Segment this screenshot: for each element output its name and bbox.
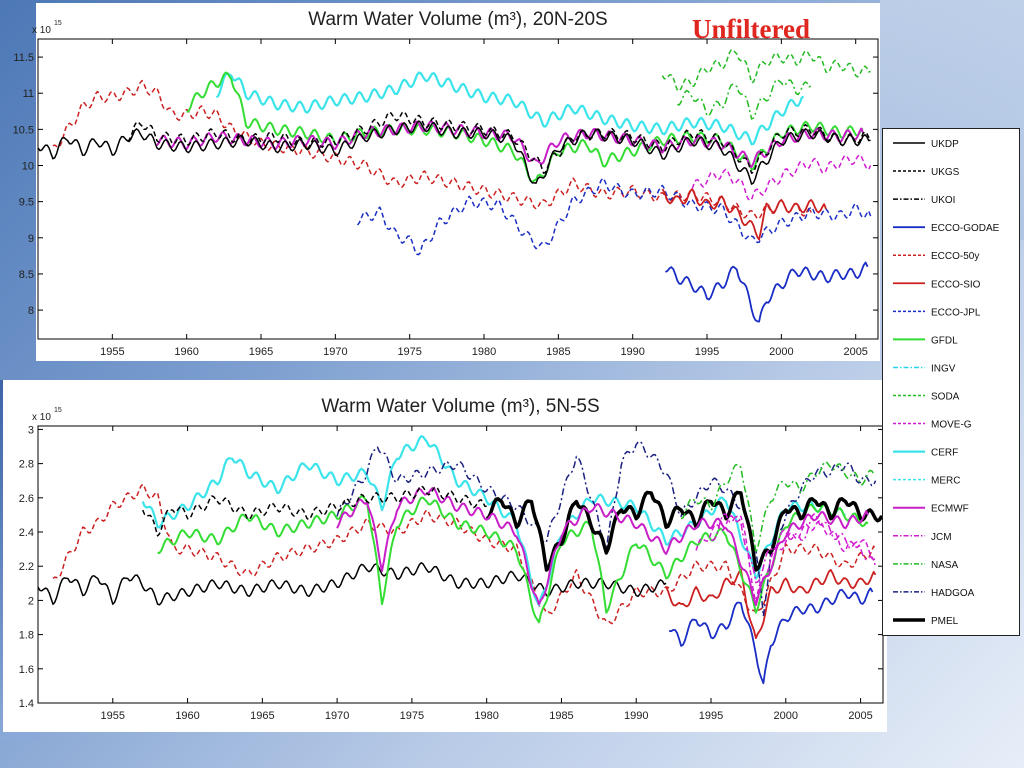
x-tick-label: 2000 (774, 710, 798, 722)
y-tick-label: 11.5 (13, 52, 34, 64)
y-exponent-label: x 10 (32, 25, 51, 36)
y-tick-label: 1.4 (19, 698, 34, 710)
plot-area (38, 435, 883, 685)
series-line-gfdl (186, 71, 864, 183)
series-line-hadgoa (336, 440, 877, 617)
x-tick-label: 1975 (400, 710, 424, 722)
series-line-ecco-godae (665, 261, 869, 323)
y-tick-label: 2 (28, 595, 34, 607)
series-line-move-g (691, 154, 872, 202)
chart-panel-20n-20s: Warm Water Volume (m³), 20N-20S x 10 15 195… (13, 3, 880, 361)
axes-frame (37, 38, 879, 340)
x-tick-label: 1980 (472, 346, 496, 358)
legend-label-soda: SODA (931, 392, 960, 403)
x-tick-label: 1975 (397, 346, 421, 358)
x-tick-label: 1955 (100, 346, 124, 358)
y-tick-label: 2.6 (19, 493, 34, 505)
y-tick-label: 3 (28, 424, 34, 436)
x-tick-label: 1960 (174, 346, 198, 358)
legend-label-cerf: CERF (931, 448, 958, 459)
y-tick-label: 8 (28, 305, 34, 317)
series-line-ukdp (38, 562, 667, 606)
legend-label-merc: MERC (931, 476, 960, 487)
legend-label-ecco-jpl: ECCO-JPL (931, 307, 981, 318)
chart-title: Warm Water Volume (m³), 20N-20S (308, 9, 607, 30)
x-tick-label: 1995 (699, 710, 723, 722)
chart-panel-5n-5s: Warm Water Volume (m³), 5N-5S x 10 15 1955 1… (3, 380, 887, 732)
y-exponent-power: 15 (54, 20, 62, 27)
y-exponent-power: 15 (54, 407, 62, 414)
series-line-nasa (677, 78, 812, 120)
y-tick-label: 11 (23, 88, 34, 100)
y-tick-label: 10.5 (13, 124, 34, 136)
x-tick-label: 2000 (769, 346, 793, 358)
series-line-gfdl (157, 495, 869, 624)
y-tick-label: 9.5 (19, 197, 34, 209)
series-line-ukdp (38, 120, 871, 185)
legend-label-ukdp: UKDP (931, 139, 959, 150)
legend-label-ecco-godae: ECCO-GODAE (931, 223, 1000, 234)
y-tick-label: 2.4 (19, 527, 34, 539)
legend-label-nasa: NASA (931, 560, 959, 571)
legend-label-ukoi: UKOI (931, 195, 955, 206)
y-tick-label: 1.8 (19, 630, 34, 642)
x-tick-label: 1955 (101, 710, 125, 722)
series-line-ukgs (127, 111, 871, 174)
series-line-ecco-jpl (356, 177, 872, 256)
chart-title: Warm Water Volume (m³), 5N-5S (321, 396, 599, 417)
legend-label-ukgs: UKGS (931, 167, 960, 178)
legend-label-pmel: PMEL (931, 616, 959, 627)
legend-items: UKDP UKGS UKOI ECCO-GODAE ECCO-50y ECCO-SIO EC… (893, 139, 1000, 627)
legend-label-ecmwf: ECMWF (931, 504, 969, 515)
x-tick-label: 1965 (250, 710, 274, 722)
series-line-ecmwf (336, 487, 869, 607)
series-line-ecco-sio (665, 568, 877, 640)
y-tick-label: 1.6 (19, 664, 34, 676)
legend-label-gfdl: GFDL (931, 335, 958, 346)
y-tick-label: 2.8 (19, 459, 34, 471)
x-tick-label: 1990 (620, 346, 644, 358)
x-tick-label: 1970 (325, 710, 349, 722)
series-line-ecco-godae (668, 587, 874, 685)
legend-label-ingv: INGV (931, 363, 956, 374)
x-tick-label: 1995 (695, 346, 719, 358)
x-tick-label: 1970 (323, 346, 347, 358)
x-tick-label: 1990 (624, 710, 648, 722)
legend-label-jcm: JCM (931, 532, 952, 543)
y-tick-label: 8.5 (19, 269, 34, 281)
legend-label-ecco-sio: ECCO-SIO (931, 279, 981, 290)
x-tick-label: 1960 (175, 710, 199, 722)
legend-label-hadgoa: HADGOA (931, 588, 975, 599)
series-line-ukgs (142, 485, 487, 537)
series-line-nasa (680, 461, 876, 554)
y-exponent-label: x 10 (32, 412, 51, 423)
x-tick-label: 2005 (848, 710, 872, 722)
series-line-ecco-50y (52, 483, 877, 625)
series-line-ecco-50y (52, 79, 812, 220)
series-line-soda (661, 49, 871, 92)
x-tick-label: 1985 (549, 710, 573, 722)
y-tick-label: 2.2 (19, 561, 34, 573)
x-tick-label: 1965 (249, 346, 273, 358)
x-tick-label: 1985 (546, 346, 570, 358)
legend-label-ecco-50y: ECCO-50y (931, 251, 979, 262)
series-line-ecco-sio (661, 188, 827, 241)
series-line-cerf (215, 71, 805, 146)
x-tick-label: 2005 (843, 346, 867, 358)
plot-area (38, 49, 872, 323)
legend: UKDP UKGS UKOI ECCO-GODAE ECCO-50y ECCO-SIO EC… (882, 128, 1020, 636)
legend-label-move-g: MOVE-G (931, 420, 972, 431)
unfiltered-label: Unfiltered (692, 14, 810, 44)
x-tick-label: 1980 (474, 710, 498, 722)
series-line-move-g (695, 515, 877, 603)
y-tick-label: 10 (22, 161, 34, 173)
y-tick-label: 9 (28, 233, 34, 245)
